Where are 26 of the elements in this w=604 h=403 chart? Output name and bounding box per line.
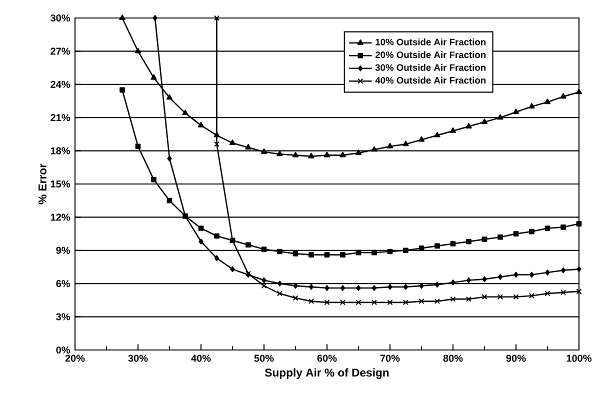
legend-label: 10% Outside Air Fraction — [376, 38, 486, 46]
x-tick-label: 100% — [566, 354, 592, 362]
legend-label: 40% Outside Air Fraction — [375, 76, 486, 84]
y-tick-label: 27% — [50, 48, 70, 55]
x-tick-label: 90% — [506, 354, 526, 362]
y-tick-label: 12% — [50, 214, 70, 221]
y-tick-label: 3% — [56, 313, 70, 320]
y-tick-label: 21% — [50, 114, 70, 122]
y-tick-label: 24% — [50, 80, 70, 88]
y-axis-title: % Error — [38, 164, 46, 204]
x-tick-label: 60% — [317, 354, 337, 362]
x-tick-label: 40% — [191, 354, 211, 362]
y-tick-label: 9% — [56, 246, 70, 254]
legend-label: 20% Outside Air Fraction — [375, 51, 486, 58]
x-tick-label: 70% — [380, 354, 400, 362]
x-tick-label: 50% — [254, 354, 274, 362]
y-tick-label: 30% — [50, 14, 70, 22]
y-tick-label: 0% — [56, 346, 70, 354]
legend-label: 30% Outside Air Fraction — [375, 64, 486, 71]
x-tick-label: 20% — [65, 354, 85, 362]
y-tick-label: 15% — [50, 180, 70, 188]
x-tick-label: 80% — [443, 354, 463, 362]
x-tick-label: 30% — [128, 354, 148, 362]
x-axis-title: Supply Air % of Design — [264, 368, 389, 379]
y-tick-label: 18% — [50, 147, 70, 154]
y-tick-label: 6% — [56, 280, 70, 288]
